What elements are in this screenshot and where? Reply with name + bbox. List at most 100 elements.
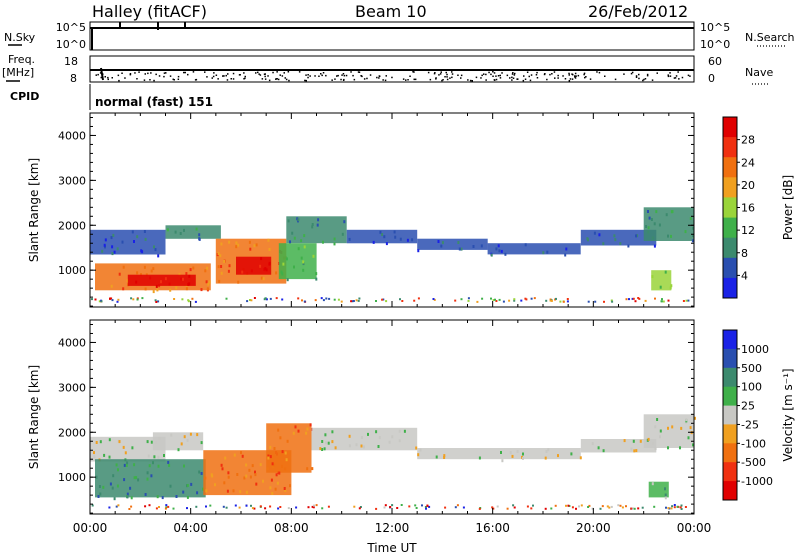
velocity-speckle bbox=[348, 434, 351, 438]
velocity-near-range-echo bbox=[353, 505, 356, 508]
velocity-speckle bbox=[116, 484, 119, 488]
power-near-range-echo bbox=[490, 297, 492, 300]
power-near-range-echo bbox=[513, 299, 516, 302]
power-speckle bbox=[490, 253, 493, 257]
velocity-colorbar-swatch bbox=[723, 330, 737, 350]
velocity-near-range-echo bbox=[250, 504, 252, 507]
velocity-colorbar-swatch bbox=[723, 424, 737, 444]
velocity-near-range-echo bbox=[665, 506, 667, 509]
power-speckle bbox=[248, 240, 251, 244]
velocity-speckle bbox=[651, 482, 654, 486]
velocity-speckle bbox=[200, 441, 203, 445]
power-near-range-echo bbox=[562, 300, 565, 303]
power-speckle bbox=[659, 285, 662, 289]
power-speckle bbox=[104, 238, 107, 242]
velocity-speckle bbox=[186, 495, 189, 499]
velocity-speckle bbox=[220, 463, 223, 467]
velocity-speckle bbox=[331, 440, 334, 444]
power-speckle bbox=[440, 244, 443, 248]
velocity-speckle bbox=[245, 474, 248, 478]
velocity-speckle bbox=[144, 493, 147, 496]
velocity-speckle bbox=[377, 445, 380, 448]
velocity-near-range-echo bbox=[144, 505, 147, 508]
power-speckle bbox=[164, 277, 167, 281]
power-near-range-echo bbox=[628, 298, 630, 301]
power-speckle bbox=[381, 233, 384, 236]
velocity-speckle bbox=[516, 450, 519, 453]
power-speckle bbox=[175, 286, 178, 290]
velocity-near-range-echo bbox=[591, 507, 594, 510]
power-speckle bbox=[417, 249, 420, 253]
power-near-range-echo bbox=[549, 299, 552, 302]
power-speckle bbox=[393, 230, 396, 234]
power-speckle bbox=[208, 280, 211, 284]
velocity-near-range-echo bbox=[680, 508, 683, 510]
velocity-near-range-echo bbox=[512, 504, 515, 507]
velocity-near-range-echo bbox=[259, 505, 262, 508]
power-near-range-echo bbox=[495, 300, 498, 302]
velocity-near-range-echo bbox=[307, 506, 310, 509]
velocity-speckle bbox=[267, 454, 270, 458]
velocity-near-range-echo bbox=[391, 504, 394, 507]
velocity-speckle bbox=[633, 449, 636, 453]
power-speckle bbox=[458, 247, 461, 251]
velocity-near-range-echo bbox=[421, 504, 423, 507]
velocity-region-7 bbox=[580, 439, 657, 453]
power-near-range-echo bbox=[333, 298, 336, 301]
beam-title: Beam 10 bbox=[355, 2, 427, 21]
power-speckle bbox=[264, 267, 267, 271]
velocity-near-range-echo bbox=[673, 506, 676, 509]
power-near-range-echo bbox=[587, 300, 590, 303]
velocity-near-range-echo bbox=[148, 504, 151, 507]
velocity-speckle bbox=[403, 429, 406, 433]
velocity-speckle bbox=[355, 443, 358, 447]
power-speckle bbox=[206, 266, 209, 270]
power-near-range-echo bbox=[559, 300, 562, 303]
velocity-near-range-echo bbox=[554, 504, 557, 507]
velocity-speckle bbox=[202, 487, 205, 491]
velocity-colorbar-tick: -100 bbox=[741, 437, 766, 450]
velocity-speckle bbox=[269, 486, 272, 490]
power-near-range-echo bbox=[337, 298, 340, 301]
power-speckle bbox=[217, 265, 220, 269]
power-near-range-echo bbox=[116, 300, 119, 303]
velocity-near-range-echo bbox=[601, 505, 604, 508]
power-near-range-echo bbox=[566, 298, 569, 300]
power-speckle bbox=[237, 243, 240, 247]
power-near-range-echo bbox=[385, 300, 388, 303]
power-speckle bbox=[480, 244, 483, 248]
power-speckle bbox=[143, 230, 146, 233]
power-speckle bbox=[101, 249, 104, 253]
power-speckle bbox=[586, 237, 589, 241]
velocity-speckle bbox=[522, 452, 524, 456]
power-speckle bbox=[227, 269, 230, 273]
velocity-speckle bbox=[126, 492, 129, 496]
power-near-range-echo bbox=[545, 299, 548, 302]
power-speckle bbox=[379, 230, 382, 234]
velocity-speckle bbox=[270, 478, 273, 482]
velocity-speckle bbox=[334, 446, 337, 450]
power-speckle bbox=[152, 267, 155, 271]
velocity-speckle bbox=[545, 450, 548, 453]
velocity-near-range-echo bbox=[456, 504, 459, 507]
velocity-speckle bbox=[123, 478, 126, 482]
power-near-range-echo bbox=[250, 299, 253, 302]
velocity-near-range-echo bbox=[567, 504, 570, 507]
power-near-range-echo bbox=[566, 300, 569, 303]
velocity-speckle bbox=[115, 463, 118, 467]
power-speckle bbox=[255, 243, 258, 247]
velocity-near-range-echo bbox=[295, 506, 298, 509]
velocity-speckle bbox=[276, 481, 279, 485]
power-near-range-echo bbox=[662, 300, 665, 303]
velocity-speckle bbox=[147, 454, 150, 458]
velocity-near-range-echo bbox=[130, 505, 133, 508]
velocity-near-range-echo bbox=[164, 507, 167, 510]
power-near-range-echo bbox=[494, 298, 496, 301]
velocity-near-range-echo bbox=[425, 507, 427, 510]
station-title: Halley (fitACF) bbox=[92, 2, 207, 21]
velocity-speckle bbox=[311, 467, 314, 471]
velocity-speckle bbox=[278, 471, 281, 475]
power-y-axis-label: Slant Range [km] bbox=[27, 158, 41, 262]
velocity-speckle bbox=[224, 456, 227, 460]
velocity-speckle bbox=[112, 474, 115, 478]
